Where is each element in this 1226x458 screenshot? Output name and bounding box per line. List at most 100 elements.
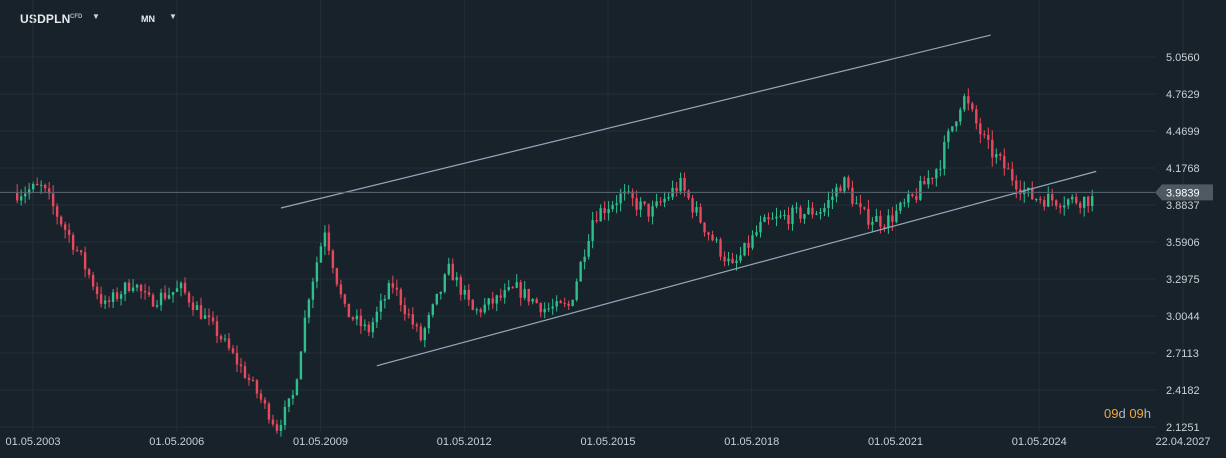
candle-body bbox=[31, 184, 35, 190]
x-tick-label: 01.05.2015 bbox=[580, 436, 635, 448]
candle-body bbox=[23, 193, 27, 197]
candle bbox=[1007, 162, 1010, 170]
candle-body bbox=[1035, 198, 1038, 200]
candle-body bbox=[471, 299, 474, 310]
candle-body bbox=[683, 177, 686, 191]
candle-body bbox=[931, 178, 934, 180]
candle bbox=[151, 292, 155, 308]
y-tick-label: 5.0560 bbox=[1166, 52, 1200, 64]
candle bbox=[1087, 195, 1090, 213]
candle-body bbox=[323, 232, 327, 247]
candle bbox=[635, 190, 638, 216]
channel-lower bbox=[376, 170, 1097, 367]
candle bbox=[87, 267, 91, 279]
candle bbox=[887, 209, 890, 234]
candle-body bbox=[159, 292, 163, 306]
candle-body bbox=[935, 169, 938, 179]
candle-body bbox=[43, 184, 47, 189]
candle-body bbox=[63, 224, 67, 230]
candle bbox=[27, 182, 31, 200]
candle-body bbox=[651, 206, 654, 217]
candle-body bbox=[443, 274, 446, 292]
candle bbox=[703, 222, 706, 237]
candle-body bbox=[107, 300, 111, 303]
candle-body bbox=[231, 348, 235, 353]
candle bbox=[19, 189, 23, 206]
candle bbox=[859, 194, 862, 215]
candle bbox=[91, 271, 95, 291]
candle-body bbox=[399, 289, 403, 305]
candle-body bbox=[903, 202, 906, 204]
candle bbox=[279, 419, 283, 437]
candle-body bbox=[303, 317, 307, 352]
candle-body bbox=[367, 324, 371, 333]
candle bbox=[939, 159, 942, 177]
candle bbox=[1059, 203, 1062, 214]
candle bbox=[731, 252, 734, 265]
candle bbox=[155, 300, 159, 309]
x-tick-label: 01.05.2018 bbox=[724, 436, 779, 448]
timeframe-selector[interactable]: MN bbox=[141, 14, 155, 24]
candle-body bbox=[467, 289, 470, 300]
candle-body bbox=[807, 207, 810, 215]
candle-body bbox=[703, 222, 706, 233]
candle bbox=[975, 105, 978, 130]
candle bbox=[639, 197, 642, 218]
candle bbox=[787, 207, 790, 230]
chevron-down-icon[interactable]: ▼ bbox=[169, 12, 177, 21]
candle-body bbox=[1051, 194, 1054, 201]
candle-body bbox=[539, 303, 542, 313]
candle bbox=[139, 283, 143, 299]
candle-body bbox=[943, 142, 946, 169]
candle-body bbox=[339, 284, 343, 295]
candle-body bbox=[263, 399, 267, 404]
candle-body bbox=[715, 239, 718, 241]
candle-body bbox=[227, 338, 231, 349]
candle bbox=[251, 376, 255, 382]
x-tick-label: 01.05.2006 bbox=[149, 436, 204, 448]
candle-body bbox=[843, 177, 846, 192]
candle bbox=[395, 279, 399, 297]
candle bbox=[667, 192, 670, 201]
chevron-down-icon[interactable]: ▼ bbox=[92, 12, 100, 21]
candle bbox=[315, 256, 319, 289]
candle bbox=[835, 183, 838, 203]
candle bbox=[371, 317, 375, 339]
candle bbox=[659, 197, 662, 206]
candle bbox=[1063, 196, 1066, 216]
candle-body bbox=[779, 215, 782, 217]
candle bbox=[927, 170, 930, 189]
candle bbox=[687, 189, 690, 201]
candle bbox=[671, 180, 674, 201]
candle bbox=[175, 280, 179, 293]
y-tick-label: 2.1251 bbox=[1166, 422, 1200, 434]
candle-body bbox=[55, 206, 59, 217]
candle bbox=[43, 183, 47, 194]
candle-body bbox=[567, 303, 570, 306]
candle bbox=[403, 297, 407, 321]
candle-body bbox=[315, 262, 319, 282]
candle-body bbox=[559, 301, 562, 303]
candle-body bbox=[283, 406, 287, 426]
y-tick-label: 4.1768 bbox=[1166, 163, 1200, 175]
candle-body bbox=[823, 207, 826, 213]
channel-upper bbox=[280, 34, 991, 209]
candle-body bbox=[307, 299, 311, 318]
candle-body bbox=[451, 263, 454, 281]
candle-body bbox=[755, 232, 758, 236]
countdown-hour-unit: h bbox=[1143, 406, 1152, 421]
candle bbox=[35, 177, 39, 186]
candle-body bbox=[1071, 196, 1074, 200]
candle bbox=[243, 361, 247, 379]
candle bbox=[695, 201, 698, 217]
candle bbox=[471, 299, 474, 311]
candle-body bbox=[543, 308, 546, 313]
candle-body bbox=[743, 242, 746, 256]
candle bbox=[883, 224, 886, 232]
candle bbox=[763, 214, 766, 223]
candle bbox=[287, 398, 291, 413]
candle bbox=[751, 230, 754, 250]
candle-body bbox=[1043, 200, 1046, 207]
candle-body bbox=[335, 268, 339, 285]
